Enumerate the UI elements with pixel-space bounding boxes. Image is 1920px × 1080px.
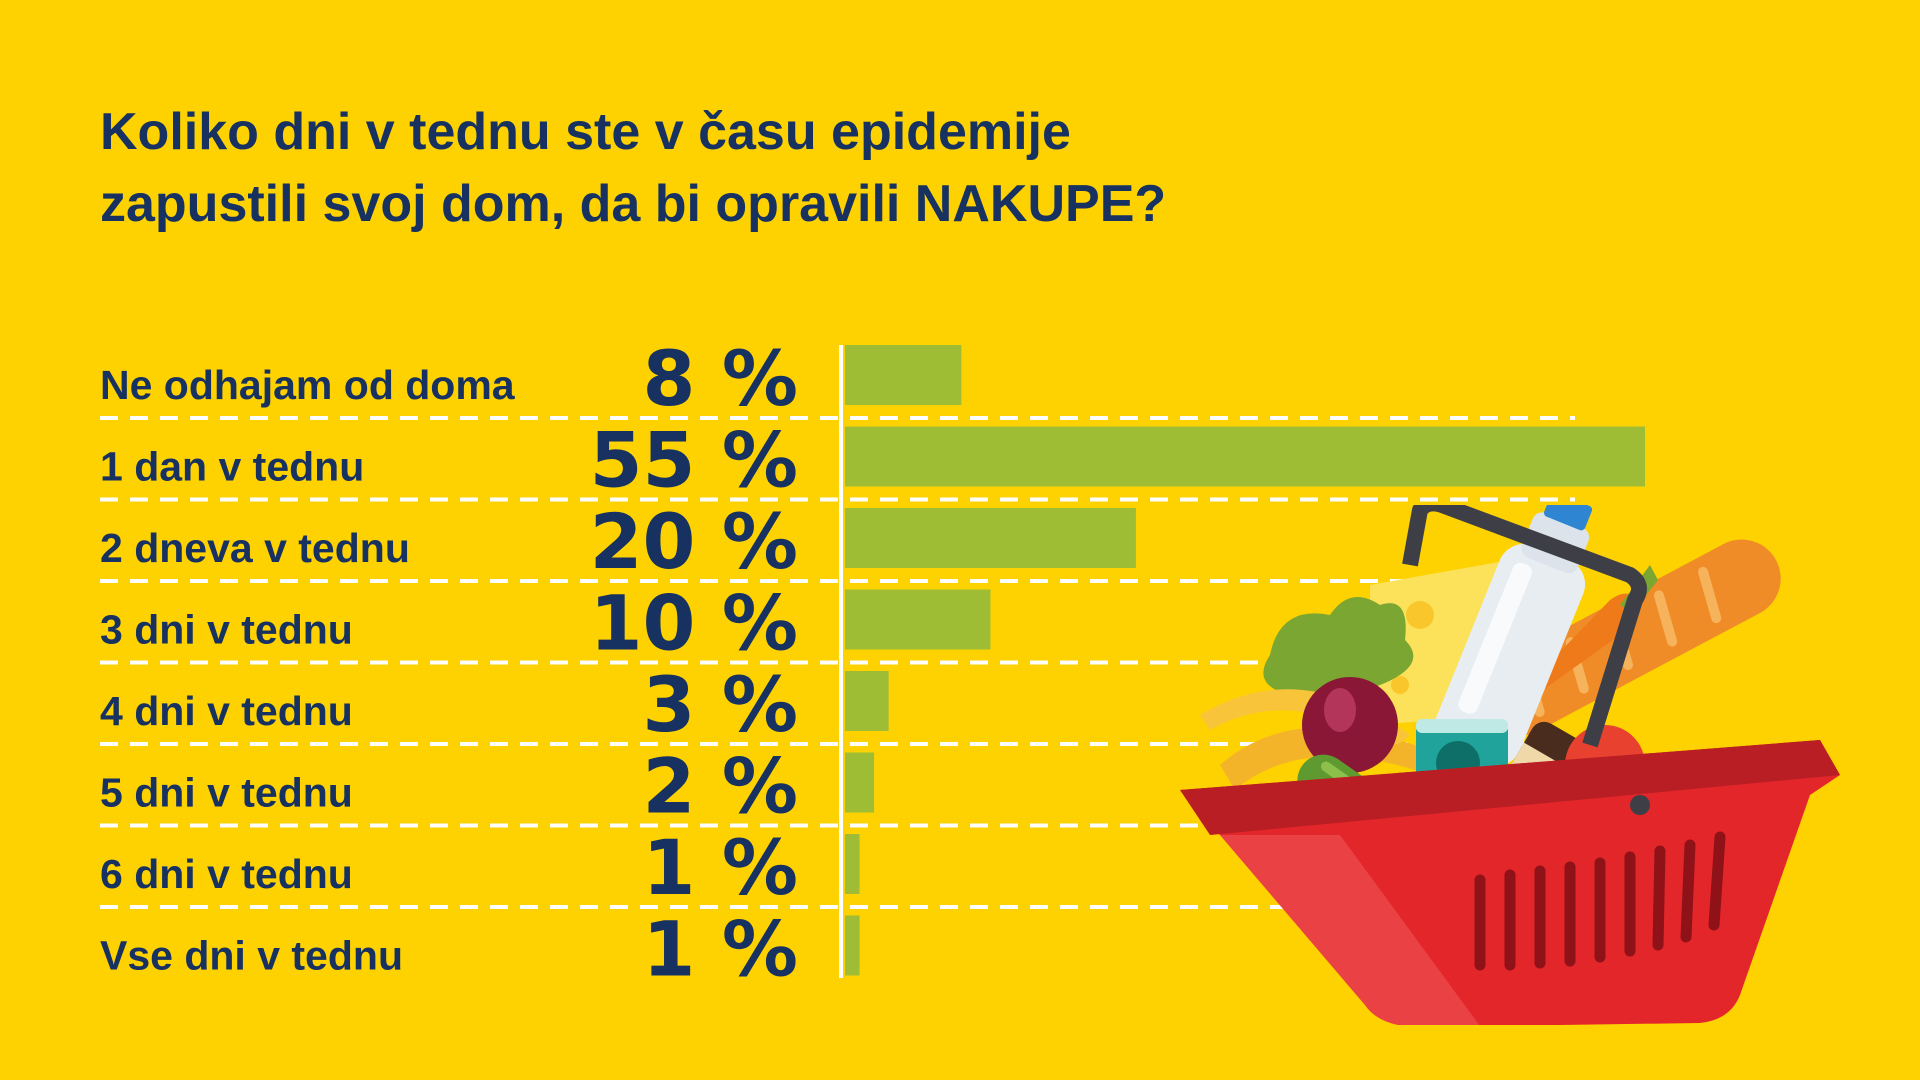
category-label: Ne odhajam od doma <box>100 362 516 408</box>
category-label: 1 dan v tednu <box>100 444 364 490</box>
bar <box>845 426 1645 487</box>
data-label: 55 % <box>590 416 798 505</box>
bar <box>845 834 860 894</box>
shopping-basket-icon <box>1180 505 1840 1025</box>
category-label: 5 dni v tednu <box>100 770 353 816</box>
page-title: Koliko dni v tednu ste v času epidemije … <box>100 96 1400 240</box>
data-label: 1 % <box>643 823 799 912</box>
data-label: 20 % <box>590 497 798 586</box>
title-line-1: Koliko dni v tednu ste v času epidemije <box>100 103 1071 161</box>
data-label: 1 % <box>643 905 799 994</box>
category-label: 2 dneva v tednu <box>100 525 410 571</box>
category-label: 4 dni v tednu <box>100 688 353 734</box>
data-label: 10 % <box>590 579 798 668</box>
data-label: 8 % <box>643 334 799 423</box>
bar <box>845 508 1136 568</box>
bar <box>845 915 860 976</box>
bar <box>845 345 962 405</box>
bar <box>845 671 889 731</box>
bar <box>845 752 875 813</box>
category-label: 3 dni v tednu <box>100 607 353 653</box>
category-label: 6 dni v tednu <box>100 851 353 897</box>
title-line-2: zapustili svoj dom, da bi opravili NAKUP… <box>100 175 1167 233</box>
data-label: 2 % <box>643 742 799 831</box>
category-label: Vse dni v tednu <box>100 933 403 979</box>
bar <box>845 589 991 650</box>
data-label: 3 % <box>643 660 799 749</box>
